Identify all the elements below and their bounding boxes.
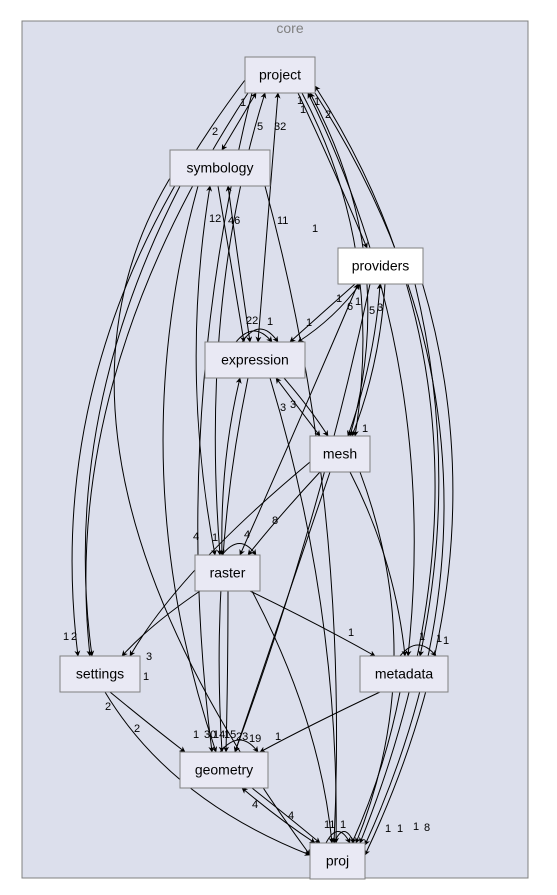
node-label-project: project xyxy=(259,67,301,83)
node-raster[interactable]: raster xyxy=(195,555,260,591)
edge-label: 4 xyxy=(252,799,258,811)
edge-label: 1 xyxy=(419,631,425,643)
edge-label: 1 xyxy=(297,95,303,107)
edge-label: 1 xyxy=(63,631,69,643)
node-label-expression: expression xyxy=(221,352,289,368)
edge-label: 2 xyxy=(212,126,218,138)
edge-label: 1 xyxy=(362,423,368,435)
edge-label: 2 xyxy=(325,109,331,121)
node-metadata[interactable]: metadata xyxy=(360,656,448,692)
node-geometry[interactable]: geometry xyxy=(180,752,268,788)
node-label-metadata: metadata xyxy=(375,666,434,682)
node-expression[interactable]: expression xyxy=(205,342,305,378)
edge-label: 15 xyxy=(224,729,236,741)
edge-label: 1 xyxy=(336,293,342,305)
edge-label: 4 xyxy=(193,531,199,543)
node-mesh[interactable]: mesh xyxy=(310,436,370,472)
edge-label: 3 xyxy=(377,302,383,314)
edge-label: 8 xyxy=(272,515,278,527)
dependency-graph: core 21321511121214643011121153116181143… xyxy=(0,0,557,895)
node-label-providers: providers xyxy=(352,258,410,274)
edge-label: 1 xyxy=(443,635,449,647)
edge-label: 11 xyxy=(277,215,288,227)
edge-label: 8 xyxy=(424,822,430,834)
edge-label: 3 xyxy=(146,651,152,663)
edge-label: 4 xyxy=(244,529,250,541)
node-symbology[interactable]: symbology xyxy=(170,150,270,186)
edge-label: 2 xyxy=(71,631,77,643)
node-label-proj: proj xyxy=(326,853,349,869)
edge-label: 32 xyxy=(274,121,286,133)
edge-label: 5 xyxy=(369,305,375,317)
edge-label: 2 xyxy=(134,723,140,735)
edge-label: 6 xyxy=(347,301,353,313)
edge-label: 1 xyxy=(348,627,354,639)
node-label-symbology: symbology xyxy=(187,160,254,176)
edge-label: 3 xyxy=(290,399,296,411)
edge-label: 4 xyxy=(288,810,294,822)
edge-label: 1 xyxy=(340,819,346,831)
edge-label: 3 xyxy=(280,402,286,414)
edge-label: 1 xyxy=(385,823,391,835)
edge-label: 46 xyxy=(228,215,240,227)
node-project[interactable]: project xyxy=(245,57,315,93)
edge-label: 19 xyxy=(249,733,261,745)
edge-label: 1 xyxy=(212,532,218,544)
node-label-geometry: geometry xyxy=(195,762,253,778)
node-proj[interactable]: proj xyxy=(310,843,365,879)
edge-label: 12 xyxy=(209,213,221,225)
container-title: core xyxy=(276,20,303,36)
edge-label: 1 xyxy=(143,671,149,683)
node-label-mesh: mesh xyxy=(323,446,357,462)
edge-label: 1 xyxy=(306,317,312,329)
edge-label: 2 xyxy=(105,701,111,713)
edge-label: 11 xyxy=(324,819,335,831)
edge-label: 1 xyxy=(275,731,281,743)
node-label-settings: settings xyxy=(76,666,124,682)
edge-label: 1 xyxy=(413,821,419,833)
edge-label: 1 xyxy=(312,223,318,235)
edge-label: 1 xyxy=(240,97,246,109)
edge-label: 1 xyxy=(267,316,273,328)
node-label-raster: raster xyxy=(210,565,246,581)
edge-label: 1 xyxy=(193,729,199,741)
node-providers[interactable]: providers xyxy=(338,248,423,284)
node-settings[interactable]: settings xyxy=(60,656,140,692)
edge-label: 5 xyxy=(257,121,263,133)
edge-label: 1 xyxy=(355,296,361,308)
edge-label: 1 xyxy=(397,823,403,835)
edge-label: 22 xyxy=(246,315,258,327)
